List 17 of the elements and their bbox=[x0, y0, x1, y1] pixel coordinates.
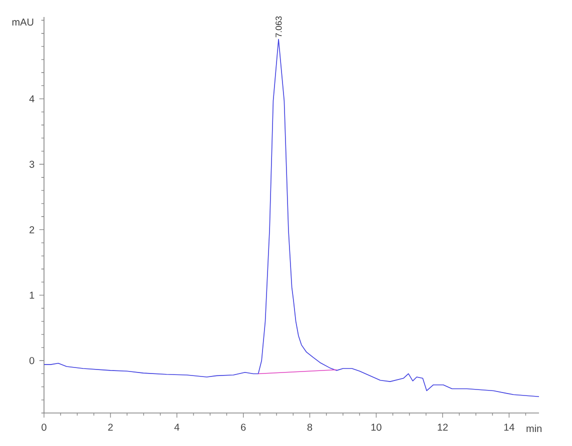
x-tick-label: 2 bbox=[108, 424, 113, 431]
y-tick-label: 0 bbox=[29, 357, 34, 364]
annotation: 7.063 bbox=[276, 16, 282, 38]
y-tick-label: 3 bbox=[29, 160, 34, 168]
y-tick-label: 4 bbox=[29, 95, 34, 102]
y-axis-title: mAU bbox=[12, 18, 34, 26]
x-tick-label: 12 bbox=[438, 424, 448, 431]
x-tick-label: 14 bbox=[504, 424, 514, 431]
x-tick-label: 10 bbox=[371, 424, 382, 431]
x-tick-label: 6 bbox=[241, 424, 246, 431]
y-tick-label: 1 bbox=[30, 292, 34, 299]
x-tick-label: 4 bbox=[174, 424, 180, 431]
x-axis-title: min bbox=[526, 424, 542, 432]
line-series bbox=[44, 38, 540, 398]
y-tick-label: 2 bbox=[30, 226, 34, 234]
x-tick-label: 0 bbox=[42, 424, 46, 431]
x-tick-label: 8 bbox=[307, 424, 312, 431]
